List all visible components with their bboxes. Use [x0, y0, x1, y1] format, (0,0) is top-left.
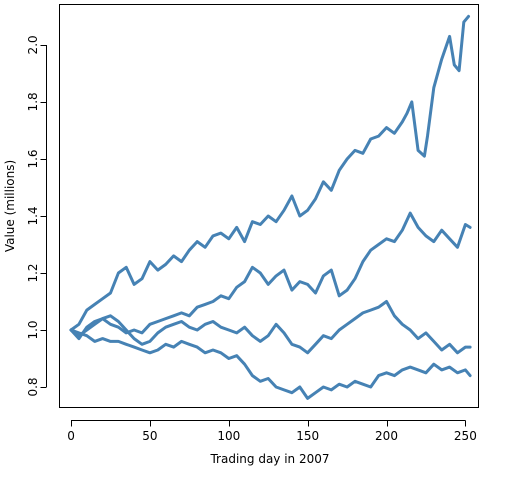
x-axis-title: Trading day in 2007 [209, 452, 329, 466]
x-axis: 0 50 100 150 200 250 [67, 420, 477, 443]
y-tick-label: 1.8 [26, 92, 40, 111]
y-axis: 0.8 1.0 1.2 1.4 1.6 1.8 2.0 [26, 35, 47, 397]
y-tick-label: 1.0 [26, 320, 40, 339]
x-tick-label: 200 [375, 429, 398, 443]
x-tick-label: 100 [217, 429, 240, 443]
x-tick-label: 0 [67, 429, 75, 443]
series-layer [69, 14, 472, 400]
series-line-4 [69, 328, 472, 400]
y-tick-label: 0.8 [26, 377, 40, 396]
y-tick-label: 1.6 [26, 149, 40, 168]
y-tick-label: 1.2 [26, 263, 40, 282]
x-tick-label: 250 [454, 429, 477, 443]
plot-frame [59, 4, 479, 408]
y-tick-label: 2.0 [26, 35, 40, 54]
y-axis-title: Value (millions) [3, 160, 17, 252]
y-tick-label: 1.4 [26, 206, 40, 225]
x-tick-label: 50 [142, 429, 157, 443]
series-line-3 [69, 300, 472, 355]
series-line-2 [69, 211, 472, 341]
series-line-1 [69, 14, 470, 332]
x-tick-label: 150 [296, 429, 319, 443]
